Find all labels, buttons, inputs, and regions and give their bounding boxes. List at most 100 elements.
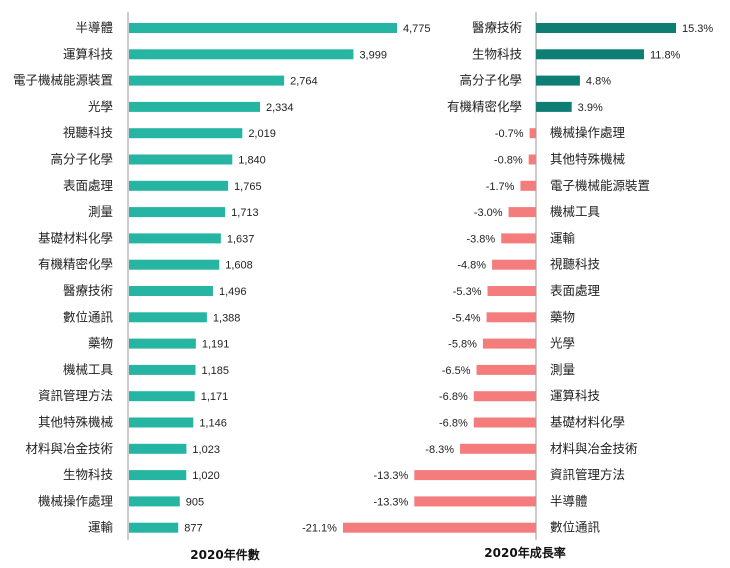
count-value-label: 877 — [184, 523, 202, 535]
count-category-label: 基礎材料化學 — [38, 230, 113, 245]
growth-chart: 醫療技術 15.3% 生物科技 11.8% 高分子化學 4.8% 有機精密化學 3.9% 機械操… — [302, 12, 713, 540]
growth-category-label: 表面處理 — [550, 283, 601, 298]
growth-value-label: -0.8% — [494, 155, 523, 167]
growth-value-label: -1.7% — [486, 181, 515, 193]
count-bar — [129, 338, 196, 349]
growth-value-label: 15.3% — [682, 23, 713, 35]
growth-value-label: -3.8% — [466, 233, 495, 245]
growth-bar — [342, 522, 536, 533]
growth-value-label: -8.3% — [425, 444, 454, 456]
growth-bar — [487, 286, 536, 296]
growth-bar — [536, 101, 572, 112]
growth-category-label: 資訊管理方法 — [550, 467, 625, 482]
growth-value-label: 11.8% — [650, 49, 681, 61]
growth-bar — [536, 23, 676, 33]
count-bar — [129, 128, 243, 139]
growth-bar — [414, 496, 536, 507]
count-category-label: 資訊管理方法 — [38, 388, 113, 403]
growth-category-label: 高分子化學 — [459, 73, 522, 88]
count-category-label: 材料與冶金技術 — [25, 441, 113, 456]
count-bar — [129, 443, 187, 454]
count-bar — [129, 207, 226, 218]
growth-category-label: 電子機械能源裝置 — [550, 178, 650, 193]
count-bar — [129, 75, 285, 86]
count-value-label: 1,765 — [234, 181, 262, 193]
count-value-label: 905 — [186, 496, 204, 508]
count-bar — [129, 49, 354, 60]
count-value-label: 1,637 — [227, 233, 255, 245]
count-category-label: 其他特殊機械 — [38, 415, 114, 430]
growth-bar — [528, 154, 536, 165]
count-value-label: 4,775 — [403, 23, 431, 35]
count-bar — [129, 154, 233, 165]
growth-category-label: 數位通訊 — [550, 520, 601, 535]
growth-category-label: 測量 — [550, 362, 575, 377]
growth-axis-title: 2020年成長率 — [484, 545, 565, 560]
count-bar — [129, 364, 196, 375]
count-bar — [129, 286, 213, 296]
count-bar — [129, 391, 195, 402]
count-bar — [129, 312, 207, 323]
count-category-label: 半導體 — [75, 20, 113, 35]
count-bar — [129, 180, 229, 191]
count-value-label: 1,713 — [231, 207, 259, 219]
growth-category-label: 有機精密化學 — [447, 99, 522, 114]
count-category-label: 機械操作處理 — [38, 493, 114, 508]
growth-bar — [492, 259, 536, 270]
growth-value-label: -21.1% — [302, 523, 337, 535]
growth-value-label: -5.8% — [448, 339, 477, 351]
count-value-label: 3,999 — [359, 49, 387, 61]
growth-bar — [486, 312, 536, 323]
growth-bar — [508, 207, 536, 218]
growth-bar — [482, 338, 536, 349]
count-value-label: 1,840 — [238, 155, 266, 167]
growth-bar — [536, 49, 644, 60]
count-category-label: 藥物 — [88, 336, 113, 351]
growth-value-label: -6.8% — [439, 418, 468, 430]
count-bar — [129, 101, 260, 112]
count-value-label: 1,020 — [192, 470, 220, 482]
growth-value-label: -13.3% — [373, 470, 408, 482]
growth-category-label: 其他特殊機械 — [550, 152, 626, 167]
count-category-label: 數位通訊 — [63, 309, 114, 324]
growth-category-label: 基礎材料化學 — [550, 415, 625, 430]
growth-bar — [473, 391, 536, 402]
count-bar — [129, 233, 221, 244]
count-value-label: 1,388 — [213, 312, 241, 324]
count-category-label: 醫療技術 — [63, 283, 113, 298]
count-category-label: 運輸 — [88, 520, 114, 535]
count-value-label: 1,146 — [199, 418, 227, 430]
growth-category-label: 藥物 — [550, 309, 575, 324]
count-value-label: 2,019 — [248, 128, 276, 140]
count-value-label: 1,608 — [225, 260, 253, 272]
growth-value-label: -5.4% — [452, 312, 481, 324]
growth-category-label: 機械操作處理 — [550, 125, 626, 140]
growth-category-label: 醫療技術 — [472, 20, 522, 35]
growth-category-label: 光學 — [550, 336, 575, 351]
growth-bar — [414, 470, 536, 481]
growth-category-label: 生物科技 — [472, 46, 523, 61]
count-category-label: 運算科技 — [63, 46, 114, 61]
count-value-label: 1,496 — [219, 286, 247, 298]
count-value-label: 2,764 — [290, 76, 318, 88]
growth-category-label: 半導體 — [550, 493, 588, 508]
growth-category-label: 材料與冶金技術 — [550, 441, 638, 456]
growth-value-label: -3.0% — [474, 207, 503, 219]
growth-value-label: -6.5% — [442, 365, 471, 377]
growth-value-label: -6.8% — [439, 391, 468, 403]
count-category-label: 機械工具 — [63, 362, 114, 377]
growth-value-label: -0.7% — [495, 128, 524, 140]
growth-bar — [520, 180, 536, 191]
count-axis-title: 2020年件數 — [190, 547, 259, 562]
count-category-label: 高分子化學 — [50, 152, 113, 167]
growth-value-label: 3.9% — [578, 102, 603, 114]
growth-category-label: 運算科技 — [550, 388, 601, 403]
count-category-label: 生物科技 — [63, 467, 114, 482]
growth-value-label: -5.3% — [453, 286, 482, 298]
growth-value-label: 4.8% — [586, 76, 611, 88]
count-value-label: 1,023 — [192, 444, 220, 456]
count-value-label: 1,171 — [201, 391, 229, 403]
count-bar — [129, 522, 179, 533]
count-bar — [129, 417, 194, 428]
